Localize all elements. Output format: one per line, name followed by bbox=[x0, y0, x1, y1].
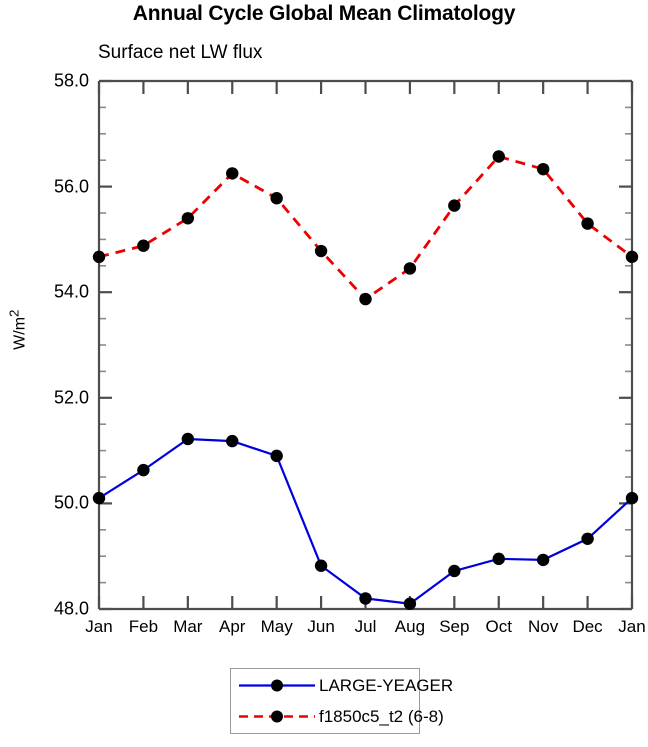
x-axis-tick-label: Oct bbox=[485, 617, 512, 636]
y-axis-tick-label: 48.0 bbox=[53, 598, 89, 619]
x-axis-tick-label: Jan bbox=[85, 617, 113, 636]
axis-frame bbox=[97, 79, 634, 611]
x-axis-tick-label: Jun bbox=[307, 617, 335, 636]
x-axis-tick-label: Aug bbox=[394, 617, 426, 636]
x-axis-tick-label: Nov bbox=[528, 617, 559, 636]
x-axis-tick-label: Mar bbox=[173, 617, 203, 636]
legend: LARGE-YEAGER f1850c5_t2 (6-8) bbox=[230, 668, 453, 734]
axis-minor-ticks bbox=[99, 106, 632, 584]
y-axis-tick-label: 58.0 bbox=[53, 70, 89, 91]
y-axis-tick-label: 52.0 bbox=[53, 387, 89, 408]
x-axis-tick-label: Jan bbox=[618, 617, 646, 636]
y-axis-tick-label: 54.0 bbox=[53, 281, 89, 302]
y-axis-tick-label: 56.0 bbox=[53, 176, 89, 197]
x-axis-tick-label: Sep bbox=[439, 617, 470, 636]
chart-title: Annual Cycle Global Mean Climatology bbox=[132, 2, 516, 25]
legend-entry-large-yeager[interactable]: LARGE-YEAGER bbox=[231, 669, 453, 702]
y-axis-tick-label: 50.0 bbox=[53, 492, 89, 513]
legend-swatch-line-dashed bbox=[239, 710, 315, 723]
axis-major-ticks bbox=[97, 79, 634, 611]
legend-swatch-line-solid bbox=[239, 679, 315, 692]
x-axis-tick-label: May bbox=[260, 617, 293, 636]
legend-entry-f1850c5-t2[interactable]: f1850c5_t2 (6-8) bbox=[231, 700, 444, 733]
x-axis-tick-label: Feb bbox=[128, 617, 159, 636]
x-axis-tick-label: Apr bbox=[219, 617, 246, 636]
x-axis-tick-label: Dec bbox=[572, 617, 603, 636]
data-series-markers bbox=[92, 150, 639, 610]
legend-label-large-yeager: LARGE-YEAGER bbox=[319, 675, 454, 695]
x-axis-tick-label: Jul bbox=[354, 617, 377, 636]
chart-subtitle: Surface net LW flux bbox=[98, 42, 263, 63]
data-series-lines bbox=[98, 154, 633, 605]
legend-label-f1850c5-t2: f1850c5_t2 (6-8) bbox=[319, 706, 444, 726]
